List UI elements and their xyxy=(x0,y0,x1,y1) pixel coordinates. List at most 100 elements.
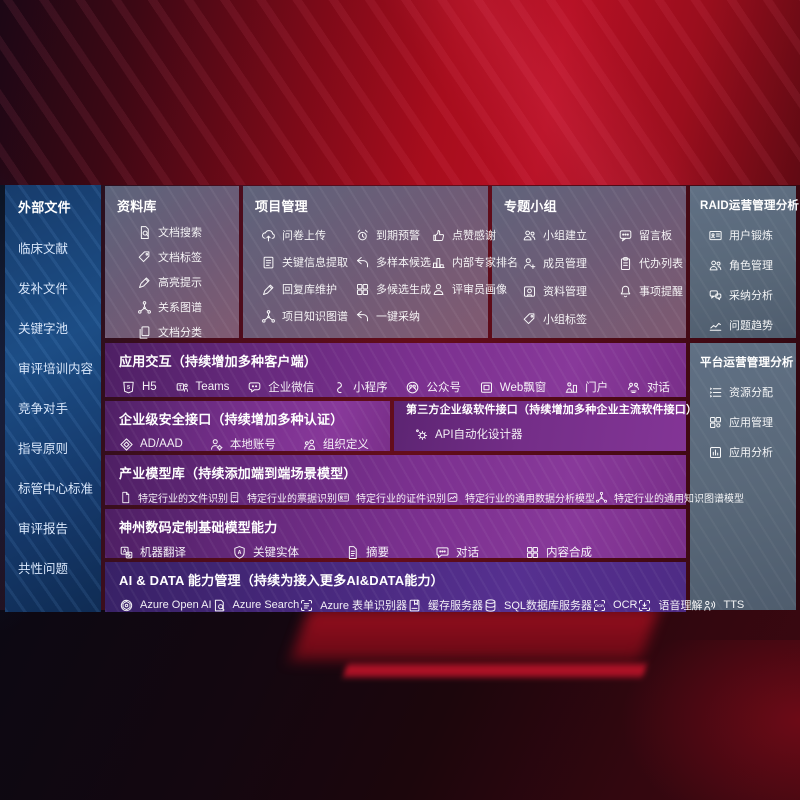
background-red-light xyxy=(0,0,800,196)
feature-label: 内容合成 xyxy=(546,547,592,559)
feature-item: 问卷上传 xyxy=(261,227,355,243)
person-add-icon xyxy=(522,256,537,271)
feature-item: T Teams xyxy=(175,380,229,395)
feature-item: 特定行业的票据识别 xyxy=(228,490,337,505)
tts-person-icon xyxy=(702,598,717,613)
industry-model-row: 产业模型库（持续添加端到端场景模型） 特定行业的文件识别 特定行业的票据识别 特定行… xyxy=(105,455,744,505)
highlighter-icon xyxy=(137,275,152,290)
feature-item: API自动化设计器 xyxy=(414,426,523,442)
feature-item: 公众号 xyxy=(405,379,461,395)
feature-item: 留言板 xyxy=(618,227,686,243)
sidebar-item: 审评培训内容 xyxy=(18,362,94,376)
feature-item: 多样本候选 xyxy=(355,254,431,270)
feature-item: 高亮提示 xyxy=(137,274,239,290)
thirdparty-interface-row: 第三方企业级软件接口（持续增加多种企业主流软件接口） API自动化设计器 xyxy=(394,401,697,451)
group-items: 小组建立 留言板 成员管理 代办列表 资料管理 事项提醒 小组标签 xyxy=(522,227,686,327)
project-title: 项目管理 xyxy=(255,199,308,214)
interaction-items: 5 H5 T Teams 企业微信 小程序 公众号 Web飘窗 门户 对话 xyxy=(119,370,686,395)
feature-item: 成员管理 xyxy=(522,255,618,271)
raid-items: 用户锻炼 角色管理 采纳分析 问题趋势 xyxy=(708,227,796,333)
feature-label: 门户 xyxy=(585,382,609,394)
security-interface-row: 企业级安全接口（持续增加多种认证） AD/AAD 本地账号 组织定义 xyxy=(105,401,390,451)
bell-icon xyxy=(618,284,633,299)
cache-server-icon xyxy=(407,598,422,613)
feature-label: 代办列表 xyxy=(639,258,683,270)
security-items: AD/AAD 本地账号 组织定义 xyxy=(119,428,390,452)
feature-item: 代办列表 xyxy=(618,255,686,271)
bbs-board-icon xyxy=(618,228,633,243)
feature-item: 关系图谱 xyxy=(137,299,239,315)
ocr-frame-icon: OCR xyxy=(592,598,607,613)
entity-shield-icon: A xyxy=(232,545,247,560)
feature-label: 小程序 xyxy=(353,382,388,394)
feature-label: 缓存服务器 xyxy=(428,600,483,612)
feature-label: SQL数据库服务器 xyxy=(504,600,593,612)
feature-item: 文档标签 xyxy=(137,249,239,265)
platform-title: 平台运营管理分析 xyxy=(700,357,794,369)
people-icon xyxy=(522,228,537,243)
svg-text:A: A xyxy=(123,548,127,554)
reply-arrow-icon xyxy=(355,255,370,270)
feature-label: 组织定义 xyxy=(322,439,369,451)
raid-title: RAID运营管理分析 xyxy=(700,200,800,212)
library-title: 资料库 xyxy=(117,199,157,214)
feature-item: AD/AAD xyxy=(119,437,183,452)
sidebar-list: 临床文献 发补文件 关键字池 审评培训内容 竞争对手 指导原则 标管中心标准 审评报告 共性问题 xyxy=(18,238,101,577)
feature-item: 5 H5 xyxy=(121,380,157,395)
knowledge-graph-icon xyxy=(137,300,152,315)
person-gear-icon xyxy=(209,437,224,452)
official-account-icon xyxy=(405,380,420,395)
feature-label: 对话 xyxy=(456,547,479,559)
feature-item: 回复库维护 xyxy=(261,281,355,297)
feature-label: 摘要 xyxy=(366,547,389,559)
app-chart-icon xyxy=(708,445,723,460)
feature-label: 特定行业的通用数据分析模型 xyxy=(465,494,595,505)
doc-extract-icon xyxy=(261,255,276,270)
feature-item: 特定行业的通用数据分析模型 xyxy=(446,490,595,505)
feature-label: 本地账号 xyxy=(229,439,276,451)
sidebar-item: 竞争对手 xyxy=(18,402,69,416)
feature-label: 特定行业的票据识别 xyxy=(247,494,337,505)
feature-label: 采纳分析 xyxy=(729,290,773,302)
sidebar-item: 关键字池 xyxy=(18,322,69,336)
feature-label: 评审员画像 xyxy=(452,284,507,296)
id-card-icon xyxy=(337,491,350,504)
feature-item: 内部专家排名 xyxy=(431,254,518,270)
feature-item: 文档分类 xyxy=(137,324,239,340)
feature-item: Web飘窗 xyxy=(479,379,546,395)
feature-label: 小组建立 xyxy=(543,230,587,242)
sidebar-item: 审评报告 xyxy=(18,522,69,536)
speech-icon xyxy=(637,598,652,613)
org-people-icon xyxy=(302,437,317,452)
feature-item: Azure Search xyxy=(212,598,299,613)
feature-label: Web飘窗 xyxy=(499,382,547,394)
feature-item: TTS xyxy=(702,598,744,613)
receipt-icon xyxy=(228,491,241,504)
topic-group-box: 专题小组 小组建立 留言板 成员管理 代办列表 资料管理 事项提醒 小组标签 xyxy=(492,186,686,338)
feature-item: Azure 表单识别器 xyxy=(299,597,407,613)
platform-analysis-box: 平台运营管理分析 资源分配 应用管理 应用分析 xyxy=(690,343,796,610)
aidata-items: Azure Open AI Azure Search Azure 表单识别器 缓存服务… xyxy=(119,589,744,613)
feature-item: 问题趋势 xyxy=(708,317,796,333)
reply-arrow-icon xyxy=(355,309,370,324)
feature-label: 小组标签 xyxy=(543,314,587,326)
feature-item: A 机器翻译 xyxy=(119,544,186,560)
feature-item: 本地账号 xyxy=(209,436,276,452)
feature-label: H5 xyxy=(142,381,157,393)
search-doc-icon xyxy=(212,598,227,613)
feature-item: 内容合成 xyxy=(525,544,592,560)
miniprogram-icon xyxy=(332,380,347,395)
feature-item: 项目知识图谱 xyxy=(261,308,355,324)
doc-search-icon xyxy=(137,225,152,240)
feature-label: 文档搜索 xyxy=(158,227,202,239)
feature-item: 企业微信 xyxy=(247,379,314,395)
h5-badge-icon: 5 xyxy=(121,380,136,395)
doc-copy-icon xyxy=(137,325,152,340)
sidebar-title: 外部文件 xyxy=(18,200,71,215)
feature-label: 关键信息提取 xyxy=(282,257,348,269)
background-glow xyxy=(620,640,800,800)
feature-label: 特定行业的通用知识图谱模型 xyxy=(614,494,744,505)
sidebar-item: 共性问题 xyxy=(18,562,69,576)
feature-item: 评审员画像 xyxy=(431,281,518,297)
feature-label: 成员管理 xyxy=(543,258,587,270)
